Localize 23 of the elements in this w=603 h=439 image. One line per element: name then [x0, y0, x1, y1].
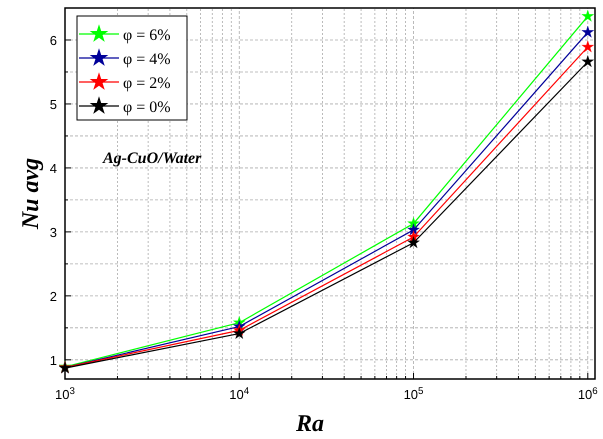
x-tick-label: 10$^{4}$ — [229, 386, 250, 402]
legend-label: φ = 0% — [123, 99, 171, 116]
y-tick-label: 1 — [50, 352, 57, 368]
point — [582, 26, 594, 38]
legend-label: φ = 2% — [123, 75, 171, 92]
x-axis-title: Ra — [294, 411, 324, 437]
legend-label: φ = 6% — [123, 27, 171, 44]
point — [582, 55, 594, 67]
x-tick-label: 10$^{6}$ — [578, 386, 598, 402]
y-tick-label: 3 — [50, 224, 57, 240]
point — [582, 10, 594, 22]
y-tick-label: 6 — [50, 32, 57, 48]
point — [233, 327, 246, 339]
y-tick-label: 2 — [50, 288, 57, 304]
legend-label: φ = 4% — [123, 51, 171, 68]
x-tick-label: 10$^{5}$ — [404, 386, 424, 402]
y-tick-label: 5 — [50, 96, 57, 112]
y-axis-title: Nu avg — [18, 158, 44, 230]
y-tick-label: 4 — [50, 160, 57, 176]
x-tick-label: 10$^{3}$ — [55, 386, 75, 402]
point — [582, 40, 594, 52]
point — [407, 236, 420, 248]
annotation: Ag-CuO/Water — [102, 150, 202, 167]
